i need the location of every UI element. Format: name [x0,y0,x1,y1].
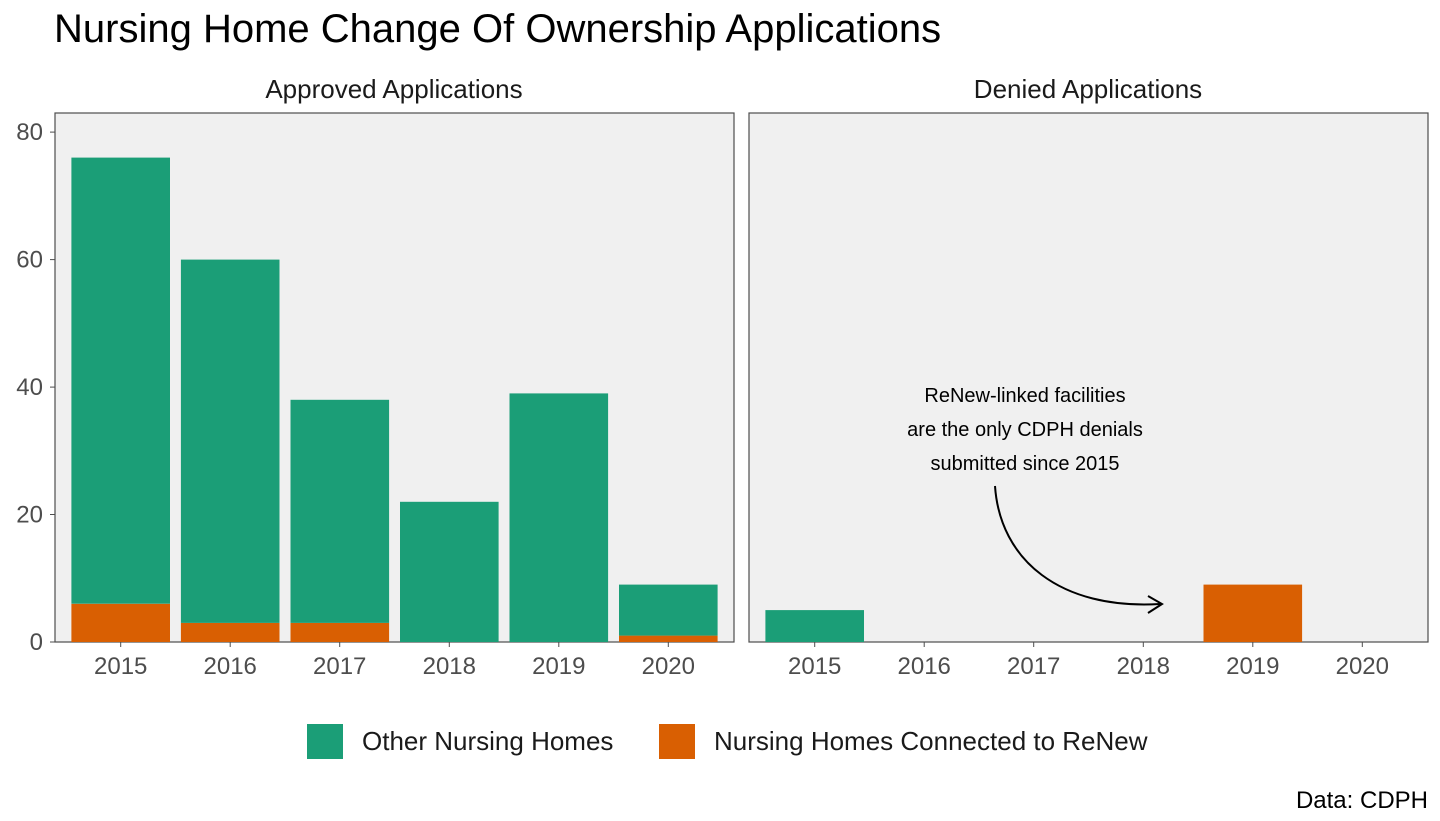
y-tick-label: 20 [16,502,43,529]
facet-denied: Denied Applications 2015 2016 2017 2018 2019… [748,74,1429,680]
annotation-line-2: are the only CDPH denials [907,419,1143,441]
x-tick-label: 2020 [642,653,695,680]
y-axis: 0 20 40 60 80 [16,119,55,656]
panel-background-denied [748,112,1429,643]
x-tick-label: 2015 [94,653,147,680]
y-tick-label: 80 [16,119,43,146]
bars-approved [71,157,718,642]
x-axis-denied: 2015 2016 2017 2018 2019 2020 [788,642,1389,680]
bar-renew-2015 [71,603,170,642]
annotation-line-3: submitted since 2015 [930,453,1119,475]
bar-other-2017 [290,399,390,623]
x-tick-label: 2018 [423,653,476,680]
annotation-arrowhead [1147,595,1164,614]
legend-swatch-other [307,724,343,759]
legend-label-other: Other Nursing Homes [362,726,613,756]
bar-other-2016 [180,259,280,623]
legend: Other Nursing Homes Nursing Homes Connec… [307,724,1148,759]
y-tick-label: 40 [16,374,43,401]
x-tick-label: 2017 [1007,653,1060,680]
x-tick-label: 2016 [204,653,257,680]
annotation-arrow [994,485,1161,606]
y-tick-label: 0 [30,629,43,656]
legend-swatch-renew [659,724,695,759]
bar-other-2015 [71,157,170,604]
facet-approved: Approved Applications 2015 2016 2017 2018 20… [54,74,735,680]
x-tick-label: 2019 [1226,653,1279,680]
bar-other-2020 [619,584,718,636]
annotation: ReNew-linked facilities are the only CDP… [907,385,1164,614]
x-tick-label: 2017 [313,653,366,680]
x-tick-label: 2019 [532,653,585,680]
bar-renew-2020 [619,635,718,642]
facet-label-denied: Denied Applications [974,74,1202,104]
bars-denied [765,584,1303,642]
y-tick-label: 60 [16,247,43,274]
x-tick-label: 2020 [1336,653,1389,680]
chart-title: Nursing Home Change Of Ownership Applica… [54,7,941,51]
facet-label-approved: Approved Applications [265,74,522,104]
bar-renew-2016 [180,622,280,642]
bar-other-2015 [765,610,864,642]
x-tick-label: 2018 [1117,653,1170,680]
x-tick-label: 2015 [788,653,841,680]
legend-label-renew: Nursing Homes Connected to ReNew [714,726,1148,756]
annotation-line-1: ReNew-linked facilities [924,385,1125,407]
caption: Data: CDPH [1296,787,1428,814]
bar-other-2018 [400,501,499,642]
x-tick-label: 2016 [898,653,951,680]
bar-renew-2019 [1203,584,1303,642]
bar-renew-2017 [290,622,390,642]
x-axis-approved: 2015 2016 2017 2018 2019 2020 [94,642,695,680]
bar-other-2019 [509,393,609,642]
